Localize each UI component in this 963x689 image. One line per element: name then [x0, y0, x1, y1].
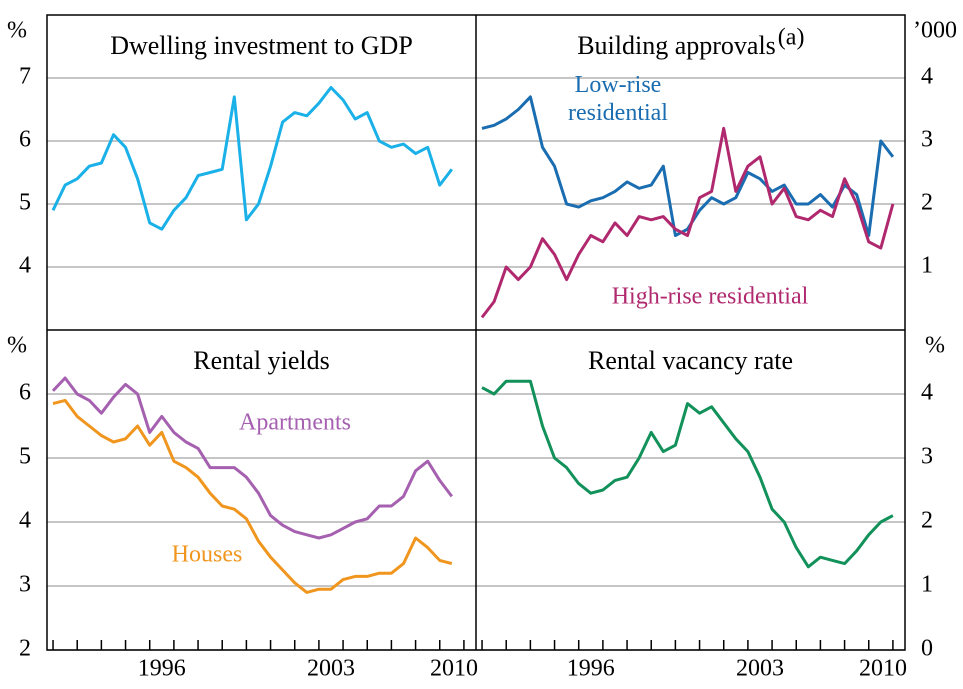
y-tick-label: 1	[921, 572, 933, 598]
y-tick-label: 3	[19, 572, 31, 598]
y-tick-label: 3	[921, 127, 933, 153]
x-tick-label: 1996	[138, 656, 186, 682]
y-tick-label: 2	[921, 190, 933, 216]
data-line	[480, 126, 895, 319]
series-label-line: residential	[568, 100, 668, 126]
panel-title: Rental yields	[193, 346, 329, 375]
series-label: Apartments	[239, 410, 351, 436]
y-tick-label: 0	[921, 636, 933, 662]
panel-title: Rental vacancy rate	[588, 346, 793, 375]
series-label: Houses	[172, 542, 243, 568]
x-tick-label: 2003	[736, 656, 784, 682]
y-tick-label: 4	[19, 508, 31, 534]
unit-label: %	[7, 333, 27, 359]
unit-label: %	[7, 18, 27, 44]
y-tick-label: 4	[19, 253, 31, 279]
y-tick-label: 4	[921, 64, 933, 90]
y-tick-label: 5	[19, 444, 31, 470]
unit-label: %	[925, 333, 945, 359]
x-tick-label: 2010	[859, 656, 907, 682]
y-tick-label: 6	[19, 127, 31, 153]
y-tick-label: 1	[921, 253, 933, 279]
data-line	[481, 95, 895, 237]
x-tick-label: 1996	[567, 656, 615, 682]
title-note: (a)	[778, 25, 805, 51]
x-tick-label: 2003	[307, 656, 355, 682]
y-tick-label: 2	[921, 508, 933, 534]
data-line	[52, 398, 453, 594]
y-tick-label: 3	[921, 444, 933, 470]
series-label: High-rise residential	[612, 284, 809, 310]
x-tick-label: 2010	[430, 656, 478, 682]
y-tick-label: 5	[19, 190, 31, 216]
y-tick-label: 2	[19, 636, 31, 662]
panel-title: Building approvals	[577, 31, 776, 60]
y-tick-label: 4	[921, 380, 933, 406]
data-line	[51, 86, 453, 231]
y-tick-label: 6	[19, 380, 31, 406]
panel-title: Dwelling investment to GDP	[110, 31, 413, 60]
series-label: Low-rise residential	[568, 72, 668, 126]
y-tick-label: 7	[19, 64, 31, 90]
series-label-line: Low-rise	[575, 72, 662, 98]
unit-label: ’000	[913, 18, 957, 44]
data-line	[51, 376, 453, 540]
data-line	[481, 379, 894, 569]
